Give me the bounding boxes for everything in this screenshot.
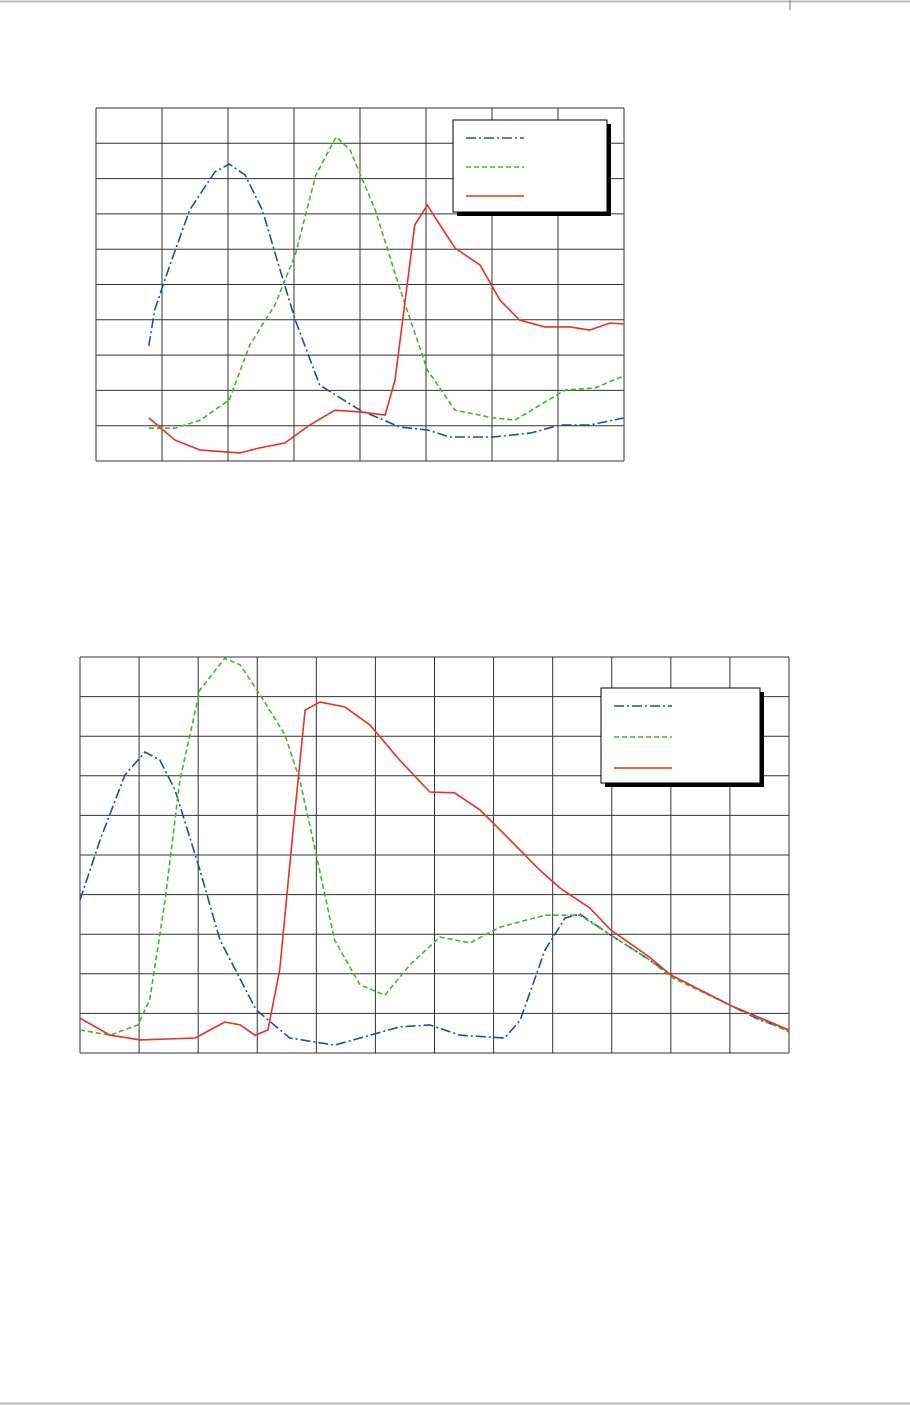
series-line bbox=[79, 657, 790, 1037]
chart bbox=[95, 107, 625, 462]
series-line bbox=[148, 163, 625, 438]
series-line bbox=[148, 135, 625, 429]
series-line bbox=[148, 203, 625, 454]
legend-box bbox=[600, 687, 761, 784]
legend bbox=[452, 119, 611, 216]
legend-box bbox=[452, 119, 608, 213]
legend bbox=[600, 687, 764, 787]
series-line bbox=[79, 750, 790, 1046]
series-line bbox=[79, 701, 790, 1041]
chart bbox=[79, 656, 790, 1054]
